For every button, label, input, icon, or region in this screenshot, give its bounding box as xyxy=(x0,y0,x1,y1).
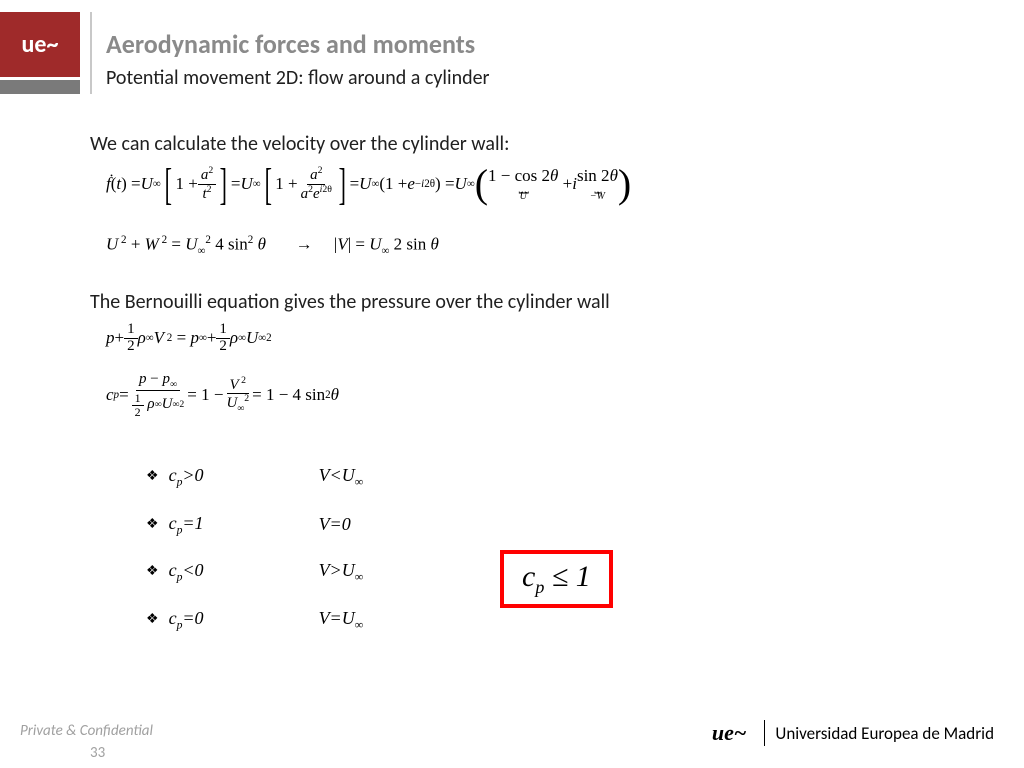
uni-name: Universidad Europea de Madrid xyxy=(775,723,994,744)
equation-pressure-coefficient: cp = p − p∞ 12 ρ∞U∞2 = 1 − V 2 U∞2 = 1 −… xyxy=(106,372,339,418)
header-divider xyxy=(90,12,92,94)
page-number: 33 xyxy=(90,744,105,762)
bullet-icon: ❖ xyxy=(146,468,159,485)
equation-velocity-magnitude: U 2 + W 2 = U∞2 4 sin2 θ → |V| = U∞ 2 si… xyxy=(106,234,439,257)
logo-squiggle: ue~ xyxy=(22,30,59,59)
equation-velocity-complex: ḟ(t) = U∞ [1 + a2t2 ] = U∞ [1 + a2a2ei2θ… xyxy=(106,166,631,203)
uni-logo-icon: ue~ xyxy=(0,12,80,77)
footer-divider xyxy=(764,720,765,746)
equation-bernoulli: p + 12 ρ∞V 2 = p∞ + 12 ρ∞U∞2 xyxy=(106,322,272,355)
conditions-list: ❖ cp>0 V<U∞ ❖ cp=1 V=0 ❖ cp<0 V>U∞ ❖ cp=… xyxy=(146,465,363,655)
uni-logotype-icon: ue~ xyxy=(712,720,747,746)
list-item: ❖ cp=1 V=0 xyxy=(146,513,363,537)
page-subtitle: Potential movement 2D: flow around a cyl… xyxy=(106,66,490,90)
bullet-icon: ❖ xyxy=(146,516,159,533)
bullet-icon: ❖ xyxy=(146,611,159,628)
page-title: Aerodynamic forces and moments xyxy=(106,28,475,60)
list-item: ❖ cp>0 V<U∞ xyxy=(146,465,363,489)
bullet-icon: ❖ xyxy=(146,563,159,580)
highlighted-result: cp ≤ 1 xyxy=(500,550,613,608)
footer-university: ue~ Universidad Europea de Madrid xyxy=(712,720,994,746)
intro-text-1: We can calculate the velocity over the c… xyxy=(90,132,509,156)
list-item: ❖ cp=0 V=U∞ xyxy=(146,608,363,632)
gray-accent-bar xyxy=(0,80,80,94)
footer-confidential: Private & Confidential xyxy=(20,722,153,740)
list-item: ❖ cp<0 V>U∞ xyxy=(146,560,363,584)
intro-text-2: The Bernouilli equation gives the pressu… xyxy=(90,290,610,314)
